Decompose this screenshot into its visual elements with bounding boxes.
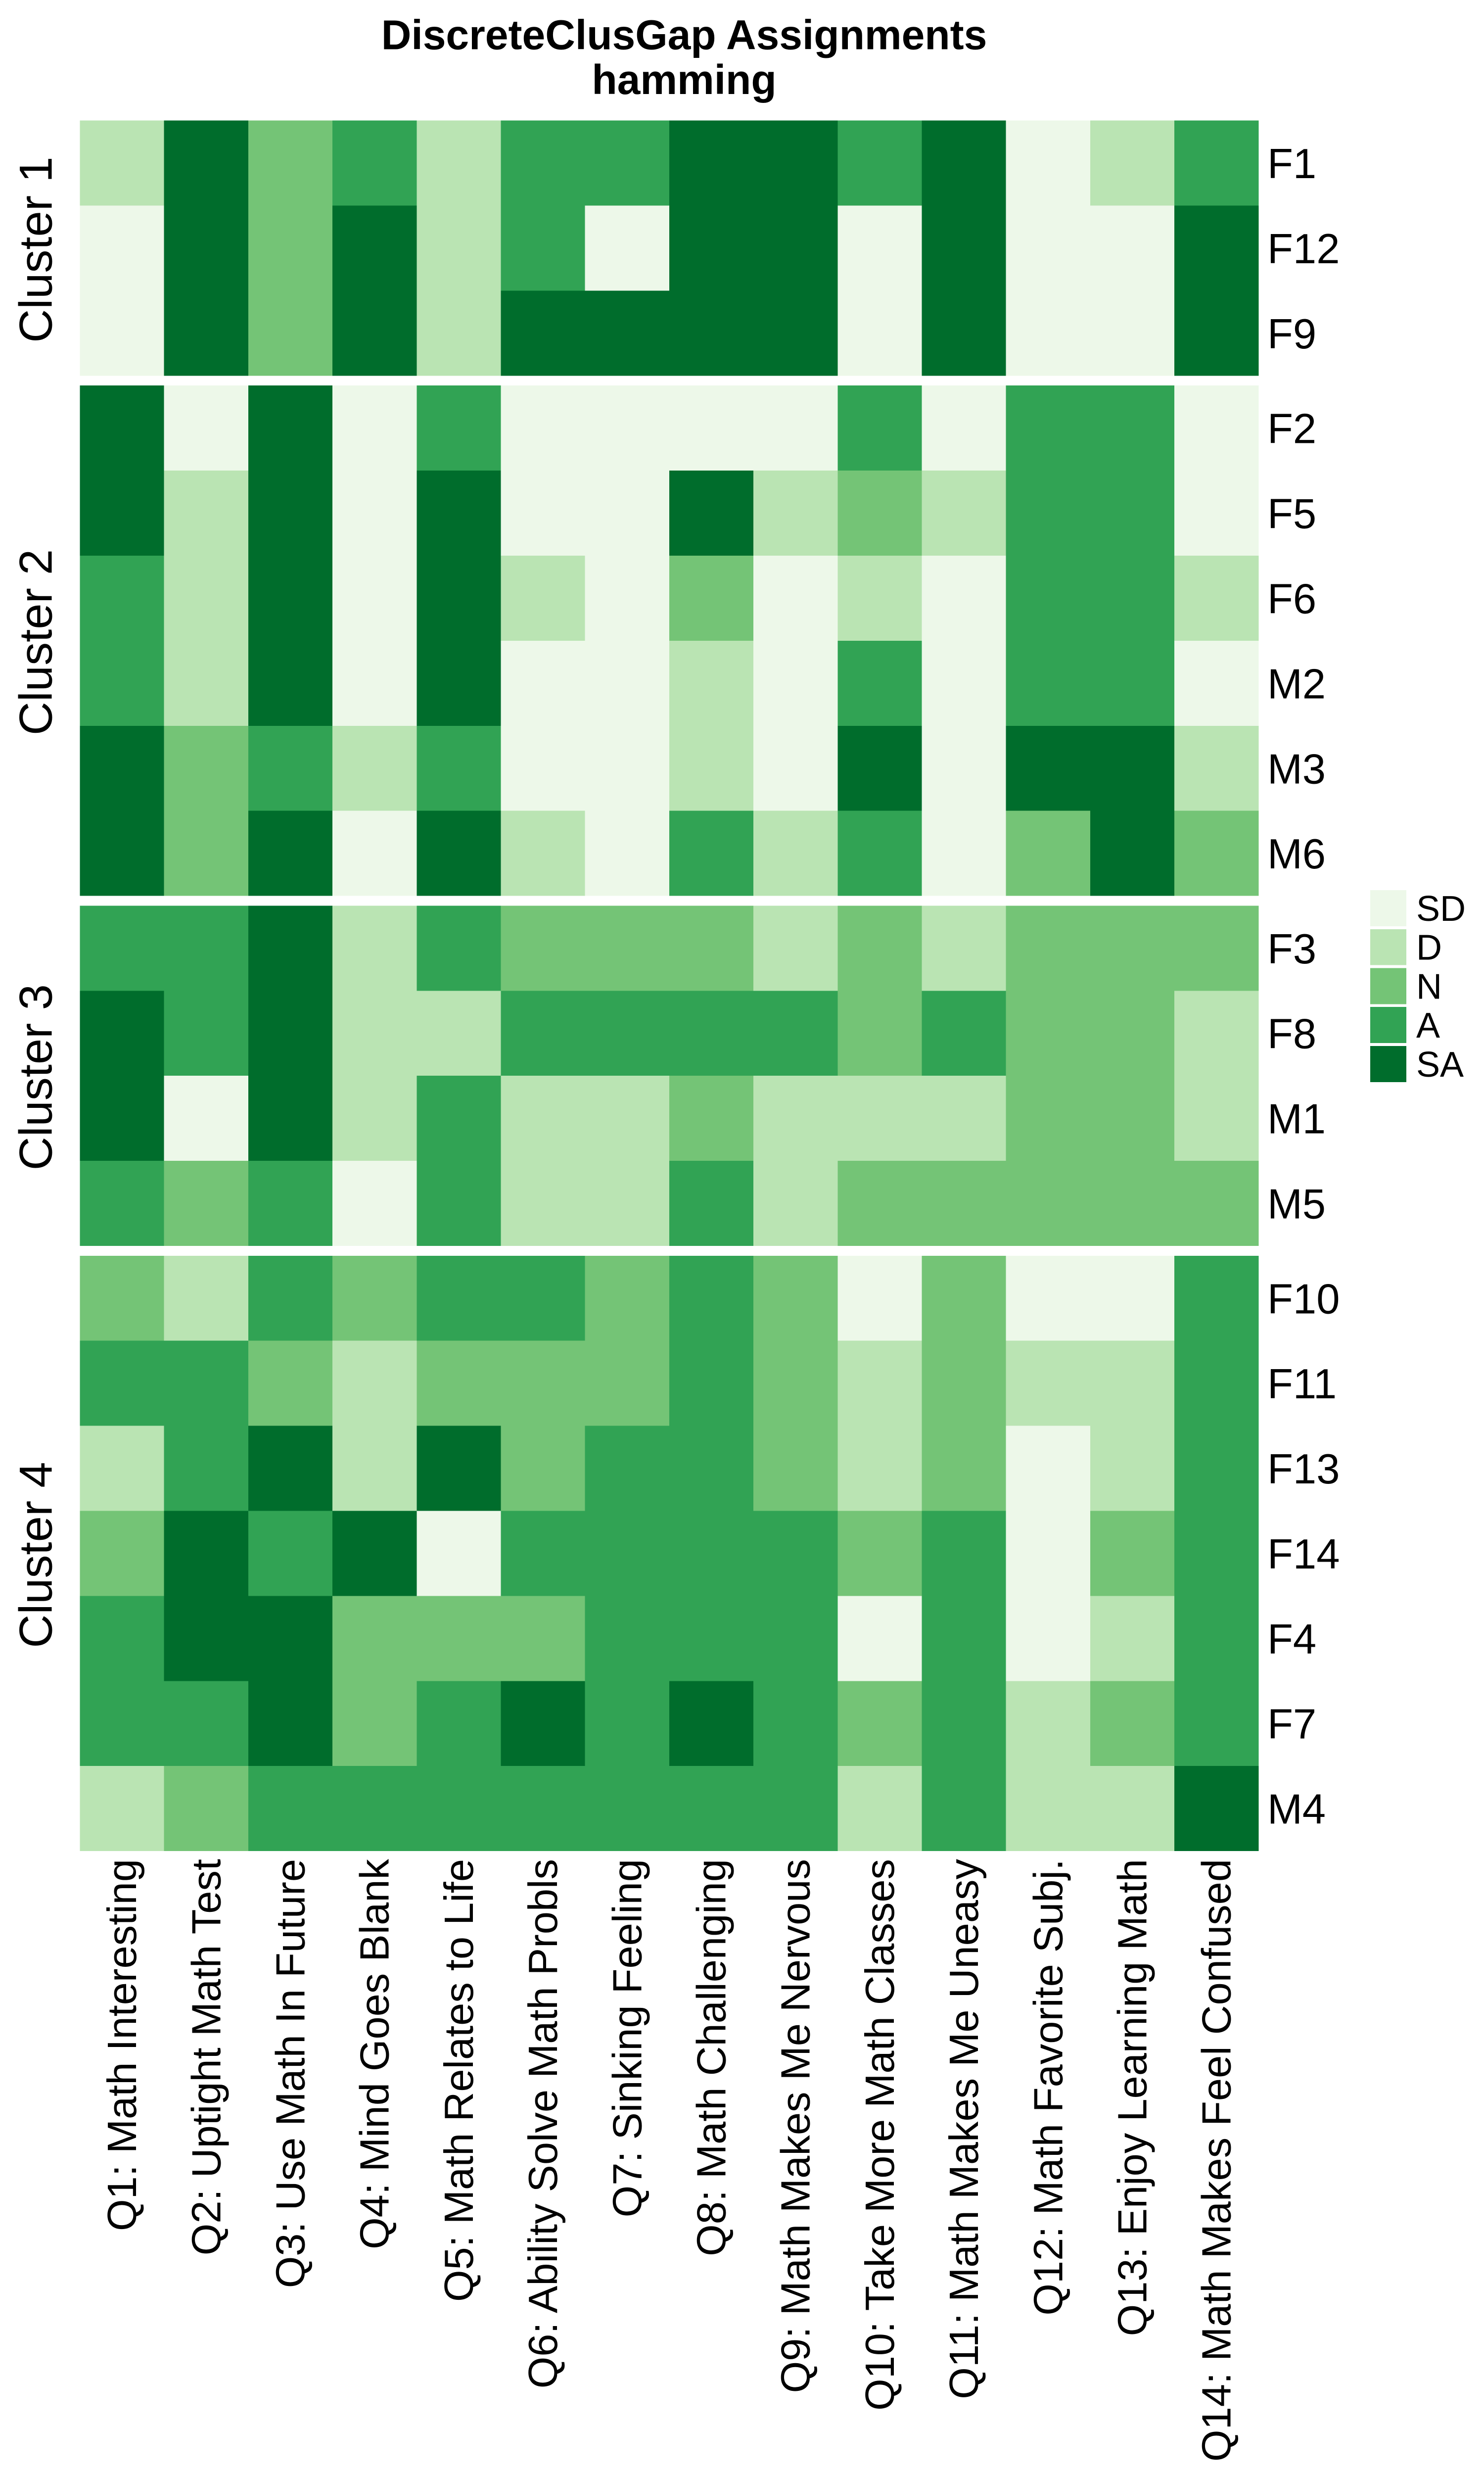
svg-text:F10: F10 <box>1267 1276 1340 1323</box>
svg-text:F13: F13 <box>1267 1446 1340 1493</box>
svg-text:Q11: Math Makes Me Uneasy: Q11: Math Makes Me Uneasy <box>941 1859 987 2399</box>
svg-text:M2: M2 <box>1267 661 1326 708</box>
svg-text:F2: F2 <box>1267 406 1316 453</box>
svg-text:F3: F3 <box>1267 926 1316 973</box>
svg-text:Q5: Math Relates to Life: Q5: Math Relates to Life <box>436 1859 482 2302</box>
svg-text:F7: F7 <box>1267 1701 1316 1748</box>
svg-text:A: A <box>1416 1006 1440 1046</box>
svg-text:F8: F8 <box>1267 1011 1316 1058</box>
svg-text:Cluster 1: Cluster 1 <box>10 157 62 343</box>
svg-text:Q10: Take More Math Classes: Q10: Take More Math Classes <box>857 1859 903 2411</box>
svg-text:SD: SD <box>1416 889 1466 929</box>
svg-text:Q12: Math Favorite Subj.: Q12: Math Favorite Subj. <box>1025 1859 1071 2316</box>
svg-text:Q6: Ability Solve Math Probls: Q6: Ability Solve Math Probls <box>520 1859 566 2388</box>
svg-text:Q8: Math Challenging: Q8: Math Challenging <box>689 1859 735 2256</box>
svg-text:SA: SA <box>1416 1045 1464 1085</box>
svg-text:Cluster 2: Cluster 2 <box>10 549 62 735</box>
svg-text:F14: F14 <box>1267 1531 1340 1578</box>
svg-text:M1: M1 <box>1267 1096 1326 1143</box>
svg-text:M5: M5 <box>1267 1181 1326 1228</box>
svg-text:Q3: Use Math In Future: Q3: Use Math In Future <box>268 1859 314 2288</box>
svg-text:F1: F1 <box>1267 141 1316 188</box>
svg-text:Q14: Math Makes Feel Confused: Q14: Math Makes Feel Confused <box>1194 1859 1240 2462</box>
svg-text:Q13: Enjoy Learning Math: Q13: Enjoy Learning Math <box>1110 1859 1156 2336</box>
svg-text:F11: F11 <box>1267 1361 1337 1408</box>
svg-text:F6: F6 <box>1267 576 1316 623</box>
svg-text:F12: F12 <box>1267 226 1340 273</box>
svg-text:F9: F9 <box>1267 311 1316 358</box>
svg-text:Cluster 4: Cluster 4 <box>10 1462 62 1648</box>
svg-text:Q7: Sinking Feeling: Q7: Sinking Feeling <box>604 1859 650 2217</box>
svg-text:M6: M6 <box>1267 831 1326 878</box>
svg-text:Q4: Mind Goes Blank: Q4: Mind Goes Blank <box>352 1859 398 2249</box>
svg-text:Q2: Uptight Math Test: Q2: Uptight Math Test <box>183 1859 229 2255</box>
svg-text:F4: F4 <box>1267 1616 1316 1663</box>
svg-text:DiscreteClusGap Assignments: DiscreteClusGap Assignments <box>381 12 987 58</box>
svg-text:hamming: hamming <box>592 56 776 103</box>
svg-text:Q1: Math Interesting: Q1: Math Interesting <box>99 1859 145 2231</box>
svg-text:D: D <box>1416 928 1442 968</box>
svg-text:N: N <box>1416 967 1442 1006</box>
svg-text:Cluster 3: Cluster 3 <box>10 984 62 1170</box>
svg-text:M3: M3 <box>1267 746 1326 793</box>
svg-text:M4: M4 <box>1267 1786 1326 1833</box>
svg-text:F5: F5 <box>1267 491 1316 538</box>
svg-text:Q9: Math Makes Me Nervous: Q9: Math Makes Me Nervous <box>773 1859 819 2393</box>
